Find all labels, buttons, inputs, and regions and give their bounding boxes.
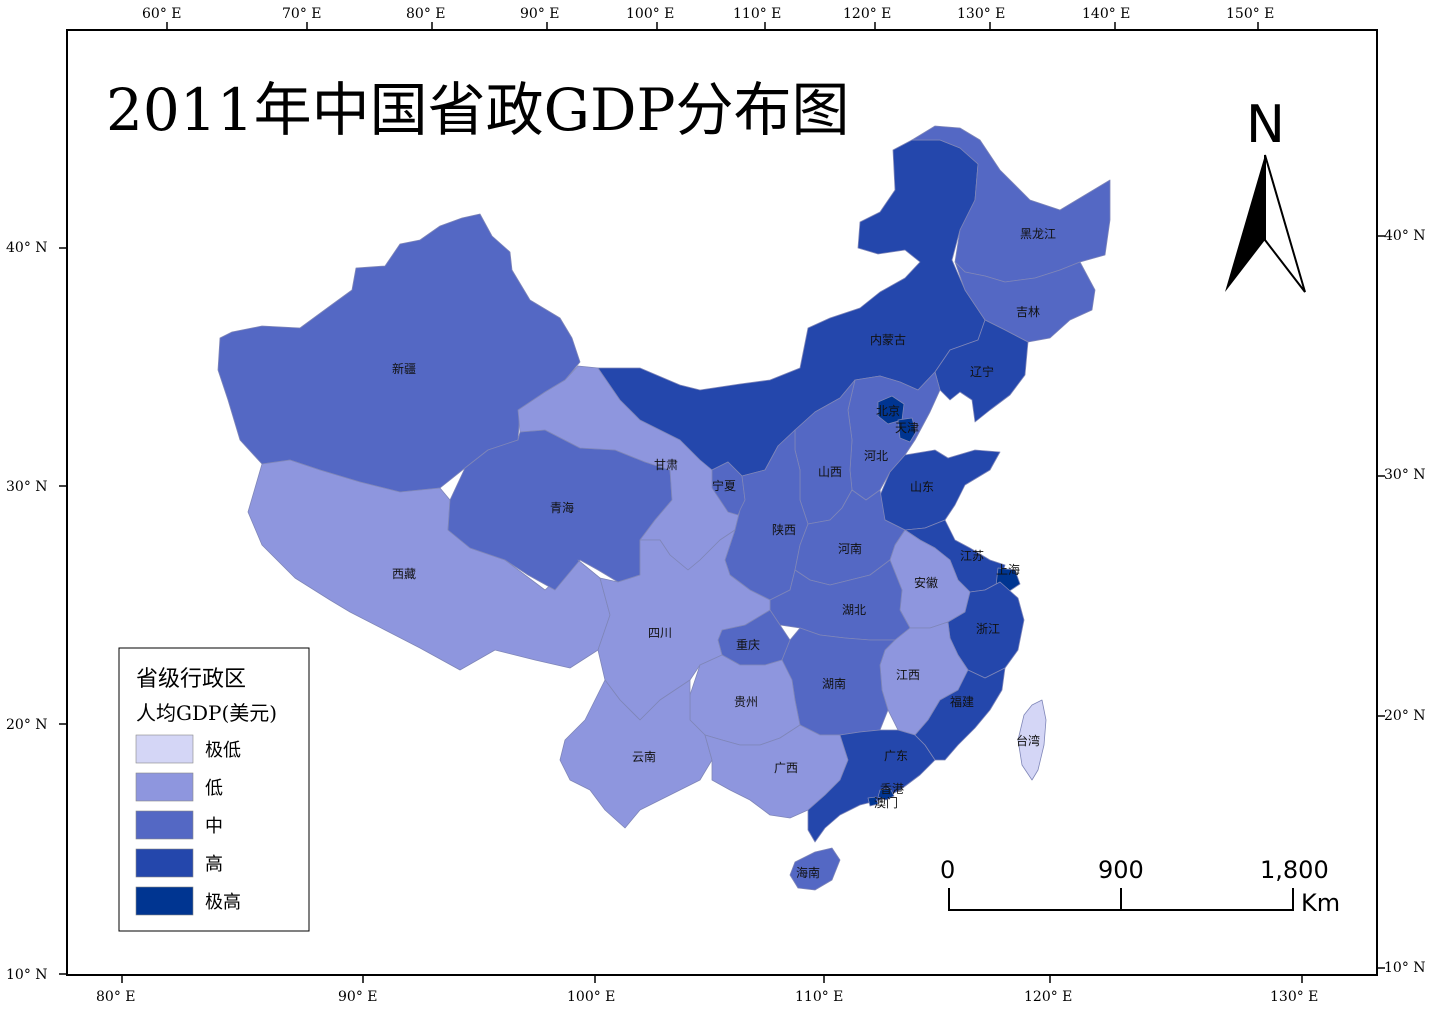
label-heilongjiang: 黑龙江 [1020,227,1056,241]
left-tick-label: 30° N [6,479,48,495]
bottom-tick-label: 120° E [1024,989,1072,1005]
legend-swatch [135,734,194,764]
province-yunnan[interactable] [559,679,713,829]
north-label: N [1246,95,1285,155]
label-yunnan: 云南 [632,749,656,764]
legend-box [118,647,310,932]
bottom-tick-label: 80° E [96,989,135,1005]
label-jiangsu: 江苏 [960,549,984,563]
label-beijing: 北京 [876,404,900,418]
label-qinghai: 青海 [550,500,574,515]
province-layer [217,125,1111,891]
scale-label-0: 0 [940,856,955,884]
north-arrow: N [1225,95,1306,293]
top-tick-label: 60° E [142,6,181,22]
label-zhejiang: 浙江 [976,622,1000,636]
bottom-tick-label: 90° E [338,989,377,1005]
label-liaoning: 辽宁 [970,364,994,379]
top-tick-label: 90° E [520,6,559,22]
label-guangxi: 广西 [774,761,798,775]
legend-label: 高 [205,854,223,875]
label-taiwan: 台湾 [1016,733,1040,748]
left-axis: 40° N 30° N 20° N 10° N [6,240,48,983]
province-tianjin[interactable] [897,417,917,443]
label-chongqing: 重庆 [736,638,760,652]
label-hubei: 湖北 [842,602,866,617]
scale-label-900: 900 [1098,856,1144,884]
legend-swatch [135,848,194,878]
north-arrow-outline-icon [1264,154,1306,293]
top-tick-label: 150° E [1226,6,1274,22]
label-guangdong: 广东 [884,749,908,763]
north-arrow-icon [1225,155,1265,292]
legend-label: 极低 [205,740,241,761]
left-tick-label: 40° N [6,240,48,256]
bottom-tick-label: 100° E [567,989,615,1005]
label-macau: 澳门 [874,795,898,810]
label-anhui: 安徽 [914,575,938,590]
province-ningxia[interactable] [711,461,746,516]
map-title: 2011年中国省政GDP分布图 [106,76,849,144]
top-axis: 60° E 70° E 80° E 90° E 100° E 110° E 12… [142,6,1274,22]
right-tick-label: 30° N [1384,467,1426,483]
left-tick-label: 20° N [6,717,48,733]
province-macau[interactable] [867,796,879,807]
top-tick-label: 100° E [626,6,674,22]
legend-label: 低 [205,778,223,799]
right-tick-label: 40° N [1384,228,1426,244]
label-hunan: 湖南 [822,676,846,691]
legend-swatch [135,886,194,916]
bottom-tick-label: 110° E [795,989,843,1005]
legend-swatch [135,810,194,840]
label-hongkong: 香港 [880,782,904,796]
right-axis: 40° N 30° N 20° N 10° N [1384,228,1426,976]
label-tibet: 西藏 [392,567,416,581]
province-hainan[interactable] [789,847,841,891]
right-tick-label: 20° N [1384,708,1426,724]
legend-label: 极高 [205,892,241,913]
label-hebei: 河北 [864,449,888,463]
label-guizhou: 贵州 [734,695,758,709]
right-tick-label: 10° N [1384,960,1426,976]
province-hongkong[interactable] [877,787,895,801]
bottom-axis: 80° E 90° E 100° E 110° E 120° E 130° E [96,989,1318,1005]
label-henan: 河南 [838,541,862,556]
label-shanghai: 上海 [996,562,1020,577]
top-tick-label: 130° E [957,6,1005,22]
legend-subtitle: 人均GDP(美元) [136,701,277,725]
top-tick-label: 140° E [1082,6,1130,22]
legend: 省级行政区 人均GDP(美元) 极低 低 中 高 极高 [118,647,310,932]
province-taiwan[interactable] [1017,699,1047,781]
label-shaanxi: 陕西 [772,522,796,537]
province-liaoning[interactable] [934,319,1029,423]
legend-label: 中 [205,816,223,837]
label-gansu: 甘肃 [654,458,678,472]
left-tick-label: 10° N [6,967,48,983]
label-inner-mongolia: 内蒙古 [870,332,906,347]
label-fujian: 福建 [950,694,974,709]
label-shanxi: 山西 [818,465,842,479]
label-jilin: 吉林 [1016,305,1040,319]
label-ningxia: 宁夏 [712,478,736,493]
province-labels: 新疆 西藏 青海 甘肃 内蒙古 黑龙江 吉林 辽宁 北京 天津 河北 山西 宁夏… [392,227,1056,880]
scale-bar: 0 900 1,800 Km [940,856,1340,917]
legend-title: 省级行政区 [136,667,246,692]
legend-swatch [135,772,194,802]
scale-label-1800: 1,800 [1260,856,1329,884]
top-tick-label: 110° E [733,6,781,22]
province-fujian[interactable] [914,667,1006,761]
label-sichuan: 四川 [648,626,672,640]
top-tick-label: 120° E [843,6,891,22]
graticule-ticks [59,22,1385,983]
top-tick-label: 80° E [406,6,445,22]
label-jiangxi: 江西 [896,668,920,682]
label-shandong: 山东 [910,480,934,494]
label-hainan: 海南 [796,865,820,880]
bottom-tick-label: 130° E [1270,989,1318,1005]
top-tick-label: 70° E [282,6,321,22]
label-tianjin: 天津 [895,421,919,435]
scale-unit: Km [1301,889,1340,917]
label-xinjiang: 新疆 [392,361,416,376]
